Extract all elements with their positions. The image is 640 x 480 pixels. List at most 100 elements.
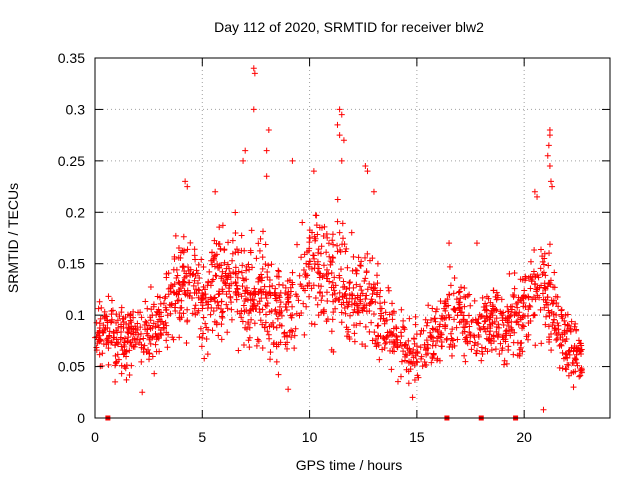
data-point bbox=[178, 297, 185, 304]
data-point bbox=[346, 334, 353, 341]
data-point bbox=[148, 306, 155, 313]
data-point bbox=[357, 283, 364, 290]
data-point bbox=[246, 344, 253, 351]
data-point bbox=[112, 362, 119, 369]
data-point bbox=[402, 351, 409, 358]
data-point bbox=[505, 343, 512, 350]
data-point bbox=[460, 316, 467, 323]
data-point bbox=[210, 307, 217, 314]
data-point bbox=[302, 271, 309, 278]
data-point bbox=[496, 350, 503, 357]
data-point bbox=[307, 258, 314, 265]
data-point bbox=[548, 347, 555, 354]
data-point bbox=[304, 283, 311, 290]
data-point bbox=[248, 316, 255, 323]
data-point bbox=[218, 321, 225, 328]
data-point bbox=[171, 289, 178, 296]
data-point bbox=[526, 302, 533, 309]
data-point bbox=[253, 255, 260, 262]
data-point bbox=[223, 301, 230, 308]
data-point bbox=[378, 305, 385, 312]
data-point bbox=[545, 307, 552, 314]
data-point bbox=[325, 240, 332, 247]
data-point bbox=[241, 290, 248, 297]
data-point bbox=[219, 286, 226, 293]
data-point bbox=[369, 337, 376, 344]
data-point bbox=[477, 326, 484, 333]
data-point bbox=[273, 358, 280, 365]
data-point bbox=[273, 297, 280, 304]
data-point bbox=[545, 323, 552, 330]
data-point bbox=[284, 345, 291, 352]
data-point bbox=[545, 262, 552, 269]
data-point bbox=[366, 328, 373, 335]
data-point bbox=[340, 137, 347, 144]
data-point bbox=[154, 333, 161, 340]
data-point bbox=[339, 220, 346, 227]
data-point bbox=[162, 293, 169, 300]
data-point bbox=[141, 342, 148, 349]
data-point bbox=[493, 289, 500, 296]
data-point bbox=[358, 287, 365, 294]
data-point bbox=[350, 309, 357, 316]
data-point bbox=[533, 288, 540, 295]
data-point bbox=[305, 247, 312, 254]
data-point bbox=[380, 334, 387, 341]
data-point bbox=[334, 196, 341, 203]
data-point bbox=[250, 65, 257, 72]
data-point bbox=[116, 313, 123, 320]
data-point bbox=[208, 304, 215, 311]
data-point bbox=[450, 290, 457, 297]
data-point bbox=[364, 168, 371, 175]
data-point bbox=[417, 344, 424, 351]
data-point bbox=[183, 340, 190, 347]
data-point bbox=[308, 285, 315, 292]
data-point bbox=[514, 304, 521, 311]
data-point bbox=[346, 298, 353, 305]
data-point bbox=[577, 367, 584, 374]
data-point bbox=[255, 338, 262, 345]
data-point bbox=[251, 285, 258, 292]
data-point bbox=[493, 328, 500, 335]
data-point bbox=[487, 325, 494, 332]
data-point bbox=[531, 311, 538, 318]
data-point bbox=[146, 350, 153, 357]
data-point bbox=[471, 297, 478, 304]
data-point bbox=[517, 276, 524, 283]
data-point bbox=[209, 261, 216, 268]
data-point bbox=[572, 356, 579, 363]
data-point bbox=[281, 330, 288, 337]
data-point bbox=[165, 291, 172, 298]
data-point bbox=[300, 300, 307, 307]
data-point bbox=[238, 247, 245, 254]
data-point bbox=[371, 285, 378, 292]
data-point bbox=[347, 279, 354, 286]
data-point bbox=[157, 318, 164, 325]
data-point bbox=[429, 354, 436, 361]
data-point bbox=[274, 273, 281, 280]
data-point bbox=[341, 304, 348, 311]
data-point bbox=[258, 295, 265, 302]
data-point bbox=[364, 286, 371, 293]
y-tick-label: 0.15 bbox=[58, 256, 85, 272]
data-point bbox=[397, 373, 404, 380]
data-point bbox=[272, 285, 279, 292]
data-point bbox=[461, 324, 468, 331]
data-point bbox=[473, 240, 480, 247]
data-point bbox=[177, 316, 184, 323]
data-point bbox=[291, 332, 298, 339]
data-point bbox=[456, 319, 463, 326]
data-point bbox=[150, 320, 157, 327]
data-point bbox=[372, 284, 379, 291]
data-point bbox=[263, 295, 270, 302]
data-point bbox=[518, 297, 525, 304]
data-point bbox=[332, 305, 339, 312]
data-point bbox=[263, 311, 270, 318]
data-point bbox=[222, 272, 229, 279]
data-point bbox=[149, 324, 156, 331]
data-point bbox=[130, 326, 137, 333]
data-point bbox=[520, 312, 527, 319]
data-point bbox=[546, 132, 553, 139]
data-point bbox=[192, 256, 199, 263]
data-point bbox=[573, 351, 580, 358]
